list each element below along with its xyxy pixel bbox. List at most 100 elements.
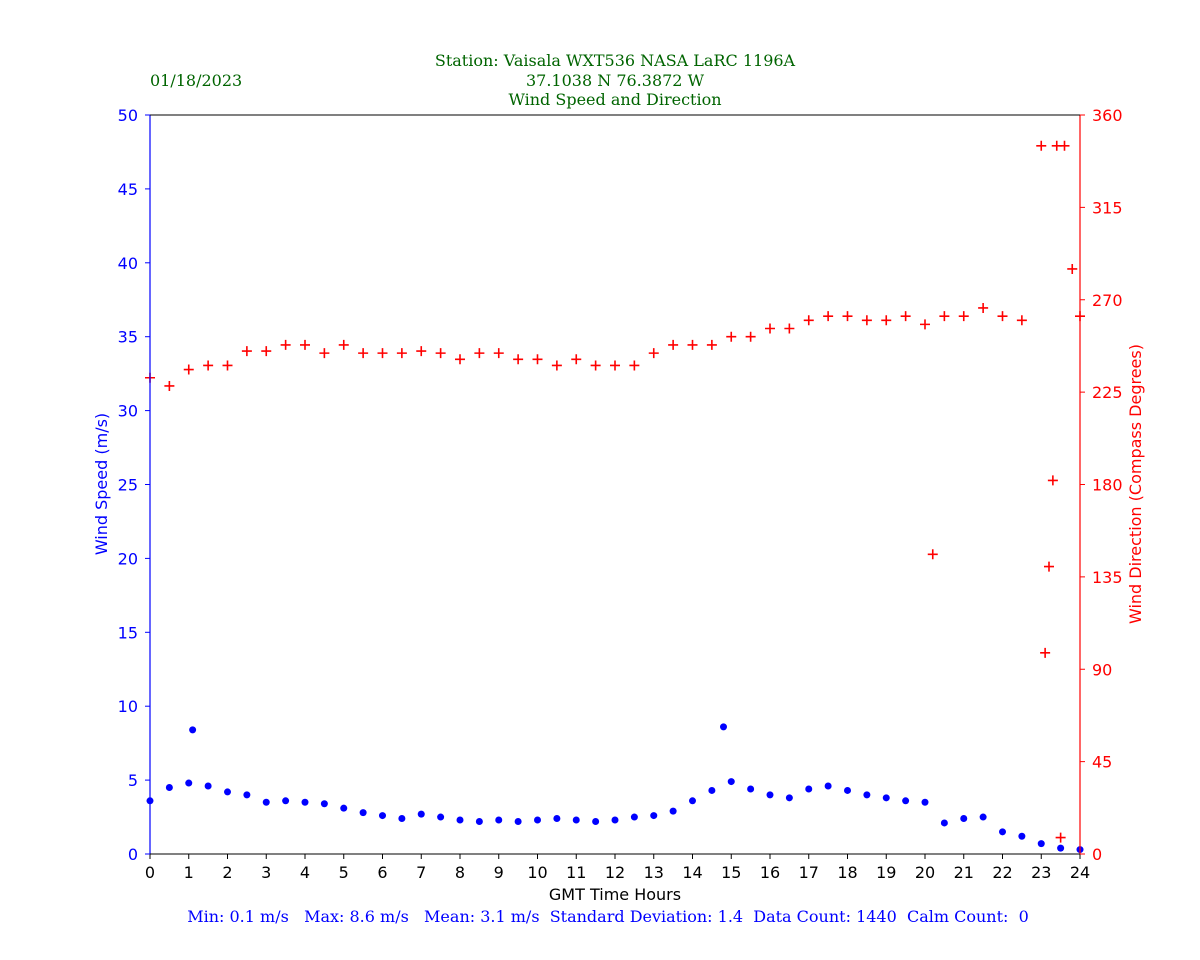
wind-speed-point (379, 812, 386, 820)
right-y-tick-label: 180 (1092, 476, 1123, 495)
title-station: Station: Vaisala WXT536 NASA LaRC 1196A (435, 51, 796, 70)
wind-speed-point (720, 723, 727, 731)
wind-direction-point (745, 331, 756, 342)
wind-speed-point (514, 817, 522, 825)
wind-direction-point (261, 346, 272, 357)
wind-direction-point (1044, 561, 1054, 572)
wind-direction-point (629, 360, 640, 371)
wind-speed-point (534, 816, 541, 824)
wind-direction-point (513, 354, 524, 365)
x-tick-label: 0 (145, 863, 155, 882)
right-y-tick-label: 135 (1092, 568, 1123, 587)
wind-speed-point (882, 794, 890, 802)
wind-speed-point (359, 809, 367, 817)
wind-speed-point (979, 813, 987, 821)
left-y-tick-label: 30 (118, 402, 138, 421)
wind-direction-point (1036, 140, 1047, 151)
wind-direction-point (610, 360, 620, 371)
wind-speed-point (437, 813, 445, 821)
wind-direction-point (377, 348, 388, 359)
wind-direction-point (1059, 140, 1070, 151)
wind-speed-point (1057, 844, 1065, 852)
x-axis-ticks: 0 1 2 3 4 5 6 7 8 9 10 11 12 13 14 15 16 17 18 19 20 21 22 23 24 (145, 854, 1090, 882)
wind-speed-point (921, 798, 929, 806)
x-tick-label: 2 (222, 863, 232, 882)
wind-speed-point (960, 815, 968, 823)
wind-direction-point (1067, 263, 1078, 274)
wind-speed-point (456, 816, 464, 824)
wind-direction-point (396, 348, 407, 359)
left-y-tick-label: 40 (118, 254, 138, 273)
wind-speed-point (650, 812, 658, 820)
wind-direction-point (842, 311, 853, 322)
wind-direction-point (706, 339, 717, 350)
wind-speed-point (282, 797, 290, 805)
x-tick-label: 11 (566, 863, 586, 882)
right-y-tick-label: 360 (1092, 106, 1123, 125)
wind-direction-point (164, 380, 175, 391)
wind-speed-point (224, 788, 231, 796)
wind-speed-point (999, 828, 1006, 836)
wind-direction-point (280, 339, 291, 350)
wind-direction-point (571, 354, 582, 365)
right-y-tick-label: 45 (1092, 753, 1112, 772)
x-tick-label: 24 (1070, 863, 1090, 882)
wind-speed-point (902, 797, 910, 805)
x-axis-label: GMT Time Hours (549, 885, 681, 904)
wind-speed-point (805, 785, 813, 793)
wind-direction-point (668, 339, 679, 350)
wind-direction-point (881, 315, 892, 326)
x-tick-label: 9 (494, 863, 504, 882)
wind-speed-point (727, 778, 735, 786)
statistics-summary: Min: 0.1 m/s Max: 8.6 m/s Mean: 3.1 m/s … (187, 907, 1029, 926)
right-y-tick-label: 90 (1092, 660, 1112, 679)
x-tick-label: 23 (1031, 863, 1051, 882)
wind-direction-point (532, 354, 543, 365)
wind-speed-point (165, 783, 173, 791)
x-tick-label: 20 (915, 863, 935, 882)
wind-direction-point (726, 331, 737, 342)
wind-speed-point (553, 815, 561, 823)
wind-direction-point (358, 348, 369, 359)
wind-speed-point (940, 819, 948, 827)
x-tick-label: 4 (300, 863, 310, 882)
right-y-axis-ticks: 0 45 90 135 180 225 270 315 360 (1080, 106, 1123, 864)
wind-direction-point (455, 354, 465, 365)
left-y-tick-label: 0 (128, 845, 138, 864)
wind-direction-point (203, 360, 214, 371)
wind-speed-point (785, 794, 793, 802)
wind-direction-point (1047, 475, 1058, 486)
title-chart: Wind Speed and Direction (508, 90, 721, 109)
wind-speed-point (243, 791, 251, 799)
wind-speed-point (301, 798, 309, 806)
data-points-layer (145, 140, 1085, 854)
wind-direction-point (920, 319, 930, 330)
wind-direction-point (435, 348, 446, 359)
x-tick-label: 1 (184, 863, 194, 882)
x-tick-label: 7 (416, 863, 426, 882)
wind-direction-point (338, 339, 349, 350)
wind-speed-point (1037, 840, 1045, 848)
wind-direction-point (416, 346, 427, 357)
x-tick-label: 16 (760, 863, 780, 882)
wind-speed-point (844, 786, 851, 794)
wind-speed-point (417, 810, 425, 818)
left-y-tick-label: 35 (118, 328, 138, 347)
wind-direction-point (939, 311, 950, 322)
wind-direction-point (861, 315, 872, 326)
title-coordinates: 37.1038 N 76.3872 W (526, 71, 705, 90)
x-tick-label: 18 (837, 863, 857, 882)
wind-direction-point (648, 348, 659, 359)
wind-speed-point (189, 726, 197, 734)
right-y-tick-label: 225 (1092, 383, 1123, 402)
wind-speed-point (669, 807, 677, 815)
wind-speed-point (398, 815, 406, 823)
wind-direction-point (300, 339, 310, 350)
left-y-tick-label: 10 (118, 697, 138, 716)
wind-speed-point (204, 782, 212, 790)
x-tick-label: 6 (377, 863, 387, 882)
wind-speed-point (689, 797, 696, 805)
wind-speed-point (1018, 832, 1026, 840)
left-y-tick-label: 45 (118, 180, 138, 199)
